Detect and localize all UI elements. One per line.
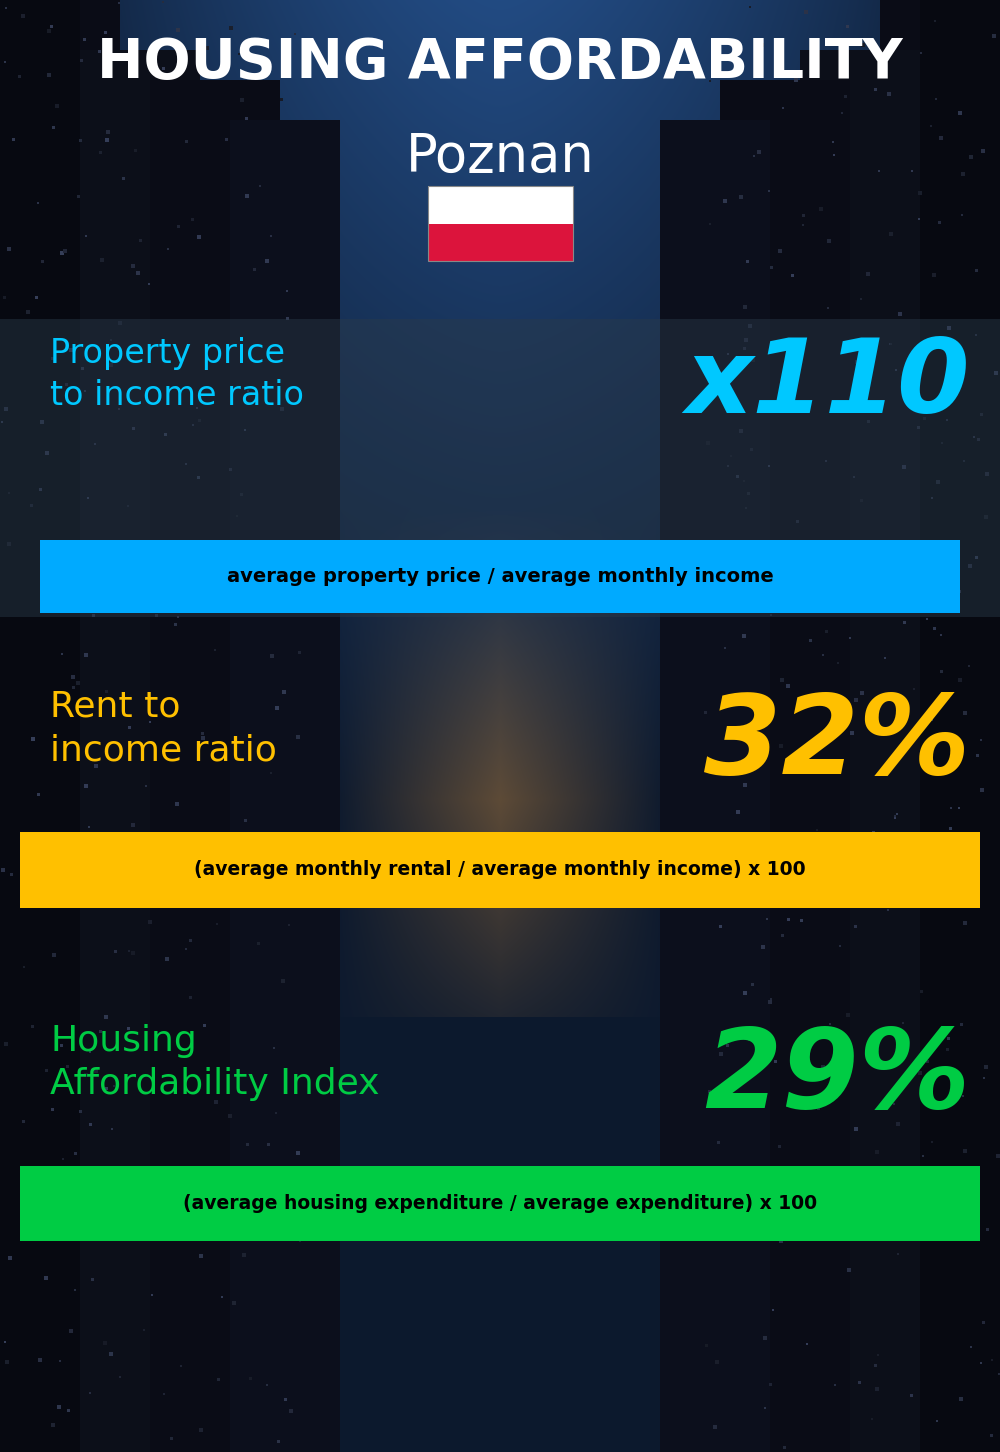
Bar (0, 319, 1000, 617)
Text: Poznan: Poznan (406, 131, 594, 183)
Bar (428, 186, 572, 224)
Text: 29%: 29% (704, 1024, 970, 1131)
Bar (20, 1166, 980, 1241)
Text: Rent to
income ratio: Rent to income ratio (50, 690, 277, 767)
Bar (40, 540, 960, 613)
Text: Housing
Affordability Index: Housing Affordability Index (50, 1024, 380, 1101)
Text: Property price
to income ratio: Property price to income ratio (50, 337, 304, 412)
Text: HOUSING AFFORDABILITY: HOUSING AFFORDABILITY (97, 36, 903, 90)
Bar (428, 224, 572, 261)
Text: 32%: 32% (704, 690, 970, 797)
Bar (428, 186, 572, 261)
Bar (20, 832, 980, 908)
Text: (average housing expenditure / average expenditure) x 100: (average housing expenditure / average e… (183, 1194, 817, 1214)
Text: (average monthly rental / average monthly income) x 100: (average monthly rental / average monthl… (194, 860, 806, 880)
Text: average property price / average monthly income: average property price / average monthly… (227, 566, 773, 587)
Text: x110: x110 (685, 334, 970, 436)
